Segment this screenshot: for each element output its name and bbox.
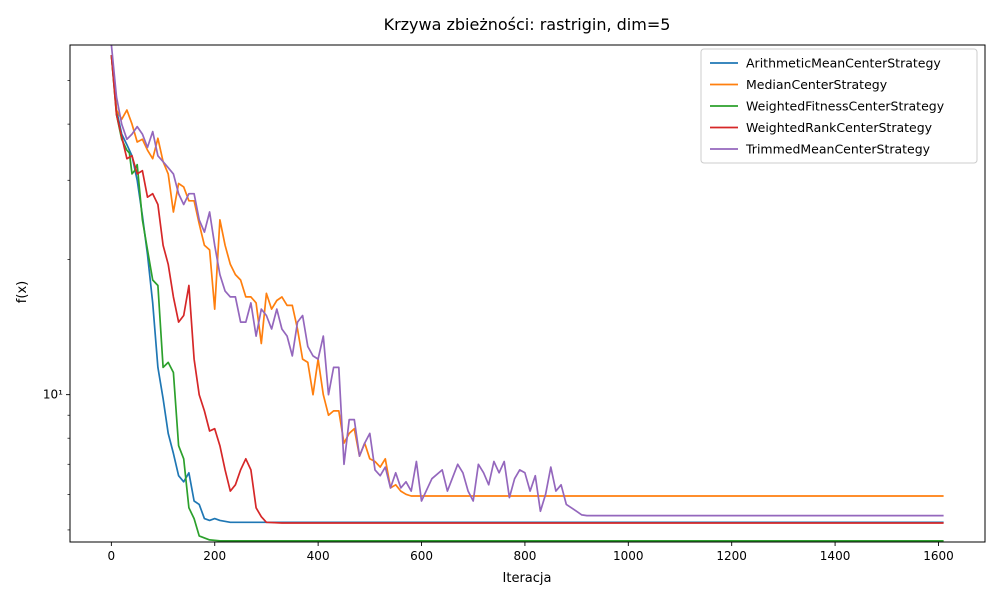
x-tick-label: 800 [513, 549, 536, 563]
legend-label-2: WeightedFitnessCenterStrategy [746, 99, 945, 114]
y-tick-label: 10¹ [43, 388, 63, 402]
legend-label-1: MedianCenterStrategy [746, 77, 888, 92]
plot-area: 0 200 400 600 800 1000 1200 1400 1600 10¹ [43, 44, 986, 563]
x-tick-label: 0 [108, 549, 116, 563]
chart-title: Krzywa zbieżności: rastrigin, dim=5 [384, 15, 671, 34]
x-tick-label: 400 [307, 549, 330, 563]
series-line-2 [110, 54, 944, 542]
legend-label-4: TrimmedMeanCenterStrategy [745, 142, 931, 157]
legend: ArithmeticMeanCenterStrategy MedianCenter… [700, 48, 978, 164]
series-line-4 [110, 45, 944, 517]
y-axis-label: f(x) [15, 281, 30, 303]
legend-box [700, 48, 978, 164]
legend-label-0: ArithmeticMeanCenterStrategy [746, 56, 941, 71]
axes-frame [69, 44, 986, 543]
x-tick-label: 1000 [613, 549, 644, 563]
series-line-1 [110, 54, 944, 497]
x-tick-label: 1400 [820, 549, 851, 563]
x-tick-label: 1600 [923, 549, 954, 563]
legend-label-3: WeightedRankCenterStrategy [746, 120, 933, 135]
x-axis-label: Iteracja [503, 571, 552, 586]
x-tick-label: 600 [410, 549, 433, 563]
x-tick-label: 1200 [716, 549, 747, 563]
x-tick-label: 200 [203, 549, 226, 563]
series-line-3 [110, 54, 944, 524]
